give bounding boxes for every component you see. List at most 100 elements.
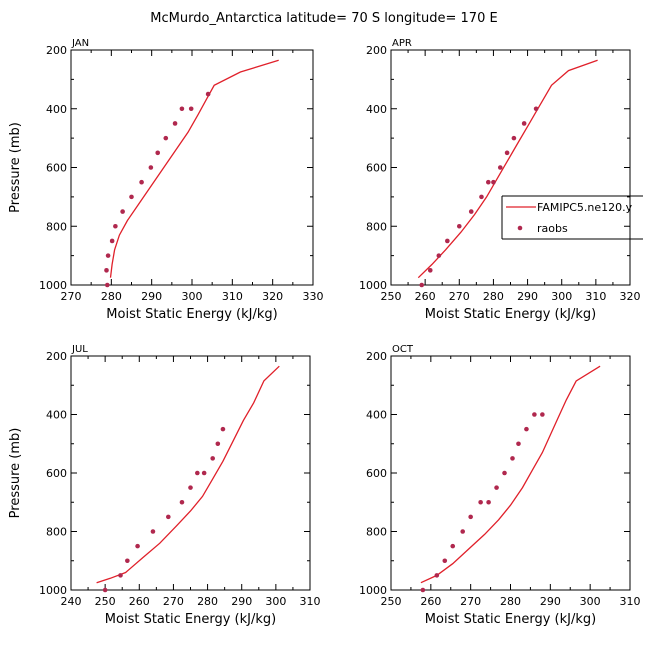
chart-panel-apr: APR 250 260 270 280 290 300 310 320 200 400 600 800 1… (359, 38, 643, 322)
y-tick-label: 600 (366, 162, 387, 175)
obs-point (486, 499, 491, 505)
x-tick-label: 330 (303, 290, 324, 303)
obs-point (220, 426, 226, 432)
obs-point (419, 282, 425, 288)
obs-point (195, 470, 200, 476)
model-line (109, 59, 279, 278)
x-tick-label: 320 (262, 290, 283, 303)
y-tick-label: 400 (366, 103, 387, 116)
obs-point (442, 558, 448, 564)
obs-point (188, 106, 194, 112)
obs-point (434, 573, 440, 578)
chart-panel-oct: OCT 250 260 270 280 290 300 310 200 400 600 800 1000… (359, 344, 641, 627)
obs-point (179, 499, 185, 505)
y-tick-label: 400 (46, 103, 67, 116)
y-axis-label: Pressure (mb) (8, 122, 23, 213)
y-tick-label: 400 (46, 409, 67, 422)
y-tick-label: 800 (366, 220, 387, 233)
obs-point (491, 179, 496, 185)
x-tick-label: 280 (500, 595, 521, 608)
obs-point (205, 91, 211, 97)
obs-point (113, 223, 118, 229)
obs-point (215, 441, 221, 447)
obs-point (533, 106, 539, 112)
obs-point (521, 121, 527, 126)
x-tick-label: 290 (517, 290, 538, 303)
x-tick-label: 270 (460, 595, 481, 608)
x-tick-label: 260 (420, 595, 441, 608)
obs-point (445, 238, 450, 244)
x-tick-label: 270 (449, 290, 470, 303)
obs-point (497, 165, 503, 170)
x-tick-label: 300 (182, 290, 203, 303)
obs-point (540, 412, 545, 417)
y-tick-label: 800 (366, 526, 387, 539)
obs-point (139, 179, 144, 185)
plot-frame (390, 355, 631, 591)
obs-point (511, 135, 517, 141)
x-tick-label: 310 (620, 595, 641, 608)
panel-title: JUL (71, 344, 88, 355)
x-tick-label: 310 (222, 290, 243, 303)
obs-point (104, 268, 109, 273)
y-tick-label: 600 (46, 467, 67, 480)
obs-point (468, 209, 474, 214)
obs-point (163, 135, 169, 141)
obs-point (210, 456, 215, 461)
obs-point (179, 106, 185, 112)
x-tick-label: 260 (129, 595, 150, 608)
obs-point (460, 529, 466, 534)
x-tick-label: 270 (61, 290, 82, 303)
obs-point (479, 194, 484, 200)
x-tick-label: 280 (101, 290, 122, 303)
obs-point (188, 485, 193, 490)
y-tick-label: 1000 (359, 584, 387, 597)
x-axis-label: Moist Static Energy (kJ/kg) (425, 307, 596, 322)
x-tick-label: 290 (141, 290, 162, 303)
y-tick-label: 400 (366, 409, 387, 422)
legend-model-label: FAMIPC5.ne120.y (537, 201, 633, 214)
obs-point (450, 543, 456, 549)
page-title: McMurdo_Antarctica latitude= 70 S longit… (150, 11, 497, 26)
legend-obs-label: raobs (537, 222, 568, 235)
x-tick-label: 240 (61, 595, 82, 608)
y-tick-label: 1000 (39, 584, 67, 597)
chart-panel-jul: JUL 240 250 260 270 280 290 300 310 200 400 600 800 1… (8, 344, 321, 627)
x-tick-label: 250 (381, 595, 402, 608)
panel-title: APR (392, 38, 412, 49)
x-tick-label: 310 (585, 290, 606, 303)
x-tick-label: 300 (551, 290, 572, 303)
x-tick-label: 320 (620, 290, 641, 303)
y-tick-label: 800 (46, 220, 67, 233)
obs-point (118, 573, 123, 578)
obs-point (516, 441, 521, 447)
obs-point (524, 426, 529, 432)
obs-point (486, 179, 491, 185)
y-tick-label: 600 (46, 162, 67, 175)
obs-point (420, 587, 426, 593)
obs-point (468, 514, 473, 520)
legend: FAMIPC5.ne120.y raobs (501, 195, 643, 240)
chart-panel-jan: JAN 270 280 290 300 310 320 330 200 400 600 800 1000… (8, 38, 324, 322)
obs-point (102, 587, 108, 593)
obs-point (201, 470, 207, 476)
obs-point (150, 529, 156, 534)
model-line (96, 365, 280, 584)
y-tick-label: 800 (46, 526, 67, 539)
x-tick-label: 310 (300, 595, 321, 608)
x-tick-label: 250 (95, 595, 116, 608)
obs-point (148, 165, 154, 170)
y-tick-label: 1000 (359, 279, 387, 292)
obs-point (494, 485, 499, 490)
obs-point (502, 470, 507, 476)
panel-title: JAN (71, 38, 89, 49)
x-axis-label: Moist Static Energy (kJ/kg) (105, 612, 276, 627)
plot-frame (390, 49, 631, 286)
obs-point (456, 223, 462, 229)
y-tick-label: 200 (366, 44, 387, 57)
obs-point (155, 150, 161, 156)
plot-frame (70, 355, 311, 591)
obs-point (135, 543, 140, 549)
plot-frame (70, 49, 314, 286)
